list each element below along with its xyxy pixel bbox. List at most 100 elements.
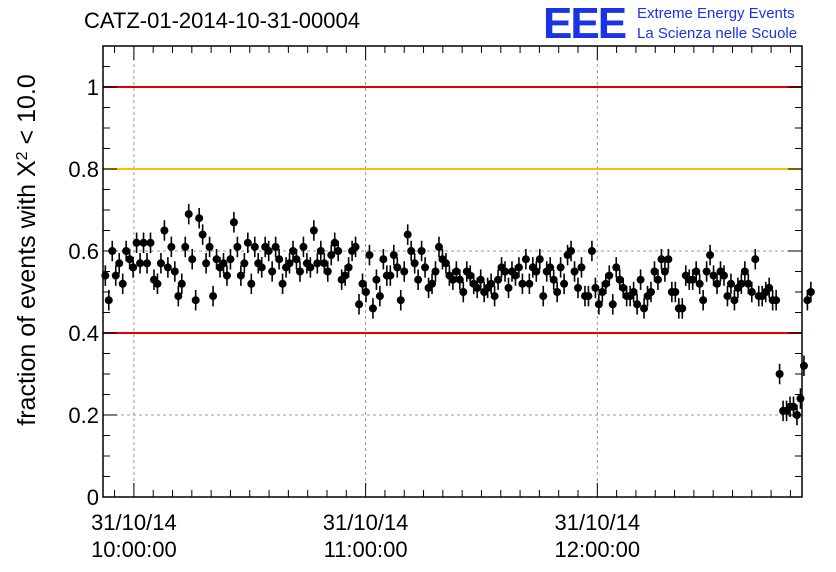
data-point bbox=[709, 271, 718, 280]
y-tick-label: 0.2 bbox=[68, 403, 99, 428]
data-point bbox=[115, 259, 124, 268]
data-point bbox=[125, 255, 134, 264]
data-point bbox=[546, 263, 555, 272]
data-point bbox=[772, 296, 781, 305]
data-point bbox=[730, 296, 739, 305]
data-point bbox=[723, 292, 732, 301]
data-point bbox=[146, 238, 155, 247]
data-point bbox=[289, 247, 298, 255]
data-point bbox=[702, 267, 711, 276]
data-point bbox=[129, 263, 138, 272]
data-point bbox=[598, 288, 607, 296]
data-point bbox=[285, 259, 294, 268]
data-point bbox=[167, 242, 176, 251]
data-point bbox=[740, 267, 749, 276]
data-point bbox=[379, 255, 388, 264]
data-point bbox=[434, 242, 443, 251]
data-point bbox=[678, 304, 687, 313]
data-point bbox=[400, 267, 409, 276]
data-point bbox=[719, 271, 728, 280]
data-point bbox=[726, 279, 735, 288]
data-point bbox=[789, 402, 798, 411]
data-point bbox=[355, 300, 364, 309]
data-point bbox=[532, 267, 541, 276]
data-point bbox=[428, 279, 437, 288]
data-point bbox=[358, 279, 367, 288]
data-point bbox=[292, 255, 301, 264]
y-axis-label: fraction of events with X2 < 10.0 bbox=[13, 74, 41, 425]
data-point bbox=[136, 259, 145, 268]
data-point bbox=[143, 259, 152, 268]
y-tick-label: 0.8 bbox=[68, 157, 99, 182]
y-tick-label: 1 bbox=[87, 75, 99, 100]
data-point bbox=[511, 271, 520, 280]
data-point bbox=[334, 247, 343, 255]
data-point bbox=[122, 247, 131, 255]
data-point bbox=[671, 288, 680, 296]
x-tick-label-time: 11:00:00 bbox=[324, 537, 408, 562]
data-point bbox=[264, 247, 273, 255]
x-tick-label-time: 12:00:00 bbox=[555, 537, 641, 562]
data-point bbox=[699, 296, 708, 305]
x-tick-label-date: 31/10/14 bbox=[555, 510, 641, 535]
data-point bbox=[452, 267, 461, 276]
data-point bbox=[695, 279, 704, 288]
data-point bbox=[372, 275, 381, 284]
data-point bbox=[341, 271, 350, 280]
data-point bbox=[459, 288, 468, 296]
data-point bbox=[417, 247, 426, 255]
data-point bbox=[431, 267, 440, 276]
data-point bbox=[174, 292, 183, 301]
data-point bbox=[619, 283, 628, 292]
data-point bbox=[268, 267, 277, 276]
data-point bbox=[212, 255, 221, 264]
data-point bbox=[271, 242, 280, 251]
data-point bbox=[375, 292, 384, 301]
data-point bbox=[490, 292, 499, 301]
data-point bbox=[236, 271, 245, 280]
data-point bbox=[713, 279, 722, 288]
logo-line-2: La Scienza nelle Scuole bbox=[637, 25, 798, 42]
data-point bbox=[747, 288, 756, 296]
data-point bbox=[570, 267, 579, 276]
data-point bbox=[219, 259, 228, 268]
data-point bbox=[222, 271, 231, 280]
data-point bbox=[650, 267, 659, 276]
data-point bbox=[751, 255, 760, 264]
data-point bbox=[518, 279, 527, 288]
data-point bbox=[487, 279, 496, 288]
data-point bbox=[275, 255, 284, 264]
data-point bbox=[455, 275, 464, 284]
data-point bbox=[351, 242, 360, 251]
data-point bbox=[706, 251, 715, 260]
data-point bbox=[574, 283, 583, 292]
data-point bbox=[205, 242, 214, 251]
data-point bbox=[629, 288, 638, 296]
data-point bbox=[448, 275, 457, 284]
data-point bbox=[177, 279, 186, 288]
data-point bbox=[549, 275, 558, 284]
y-tick-label: 0 bbox=[87, 485, 99, 510]
data-point bbox=[320, 259, 329, 268]
data-point bbox=[744, 279, 753, 288]
data-point bbox=[605, 271, 614, 280]
chart-title: CATZ-01-2014-10-31-00004 bbox=[84, 8, 360, 33]
data-point bbox=[233, 242, 242, 251]
data-point bbox=[657, 255, 666, 264]
data-point bbox=[104, 296, 113, 305]
data-point bbox=[396, 296, 405, 305]
data-point bbox=[535, 255, 544, 264]
data-point bbox=[688, 275, 697, 284]
data-point bbox=[501, 267, 510, 276]
data-point bbox=[466, 271, 475, 280]
data-point bbox=[184, 210, 193, 219]
x-tick-label-time: 10:00:00 bbox=[91, 537, 177, 562]
data-point bbox=[198, 230, 207, 239]
data-point bbox=[361, 288, 370, 296]
data-point bbox=[202, 259, 211, 268]
data-point bbox=[389, 251, 398, 260]
data-point bbox=[410, 259, 419, 268]
data-point bbox=[309, 226, 318, 235]
data-point bbox=[327, 251, 336, 260]
